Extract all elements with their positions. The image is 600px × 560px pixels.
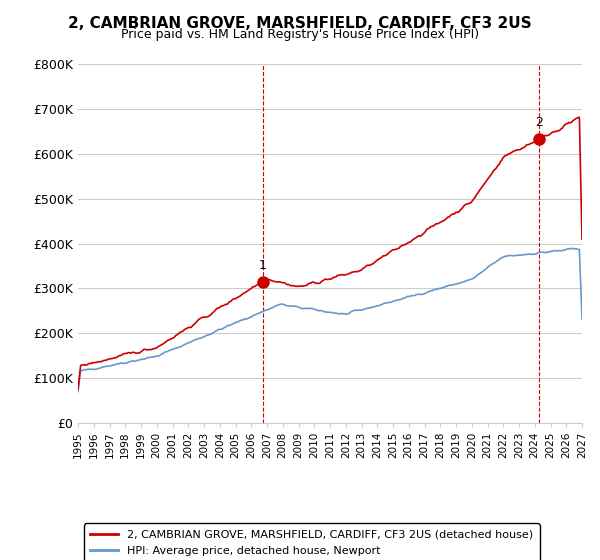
Legend: 2, CAMBRIAN GROVE, MARSHFIELD, CARDIFF, CF3 2US (detached house), HPI: Average p: 2, CAMBRIAN GROVE, MARSHFIELD, CARDIFF, …	[83, 524, 539, 560]
Text: 1: 1	[259, 259, 267, 272]
Text: Price paid vs. HM Land Registry's House Price Index (HPI): Price paid vs. HM Land Registry's House …	[121, 28, 479, 41]
Text: 2, CAMBRIAN GROVE, MARSHFIELD, CARDIFF, CF3 2US: 2, CAMBRIAN GROVE, MARSHFIELD, CARDIFF, …	[68, 16, 532, 31]
Text: 2: 2	[535, 116, 542, 129]
